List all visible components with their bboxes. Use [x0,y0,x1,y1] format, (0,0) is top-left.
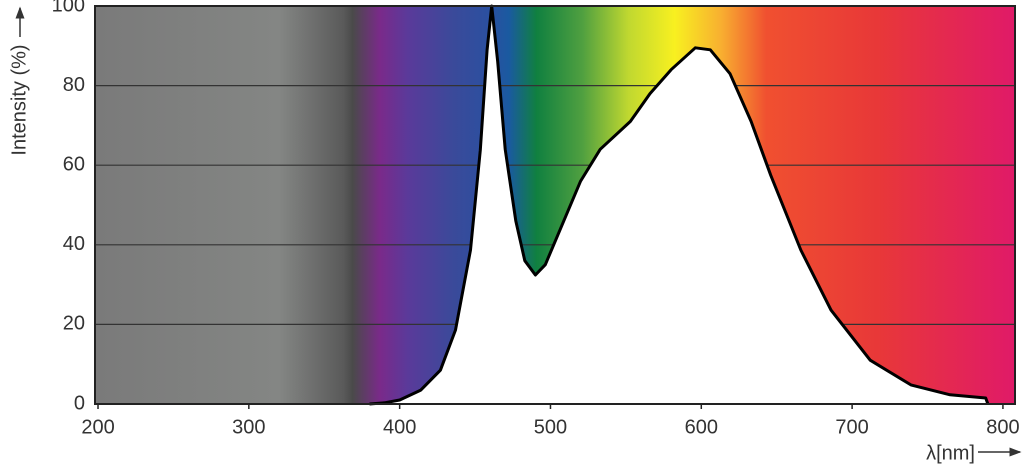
x-tick-label: 200 [81,416,114,438]
y-tick-label: 20 [63,313,85,335]
y-axis-label: Intensity (%) [8,44,30,155]
x-tick-label: 500 [534,416,567,438]
x-tick-label: 400 [383,416,416,438]
y-tick-label: 60 [63,153,85,175]
y-tick-label: 0 [74,392,85,414]
y-tick-label: 40 [63,233,85,255]
x-tick-label: 700 [835,416,868,438]
x-tick-label: 800 [986,416,1019,438]
spectrum-line [369,4,990,406]
y-tick-label: 80 [63,74,85,96]
plot-frame [94,5,1016,405]
x-tick-label: 300 [232,416,265,438]
spectrum-area [369,6,988,404]
y-tick-label: 100 [52,0,85,16]
x-tick-label: 600 [685,416,718,438]
x-axis-label: λ[nm] [926,442,975,464]
